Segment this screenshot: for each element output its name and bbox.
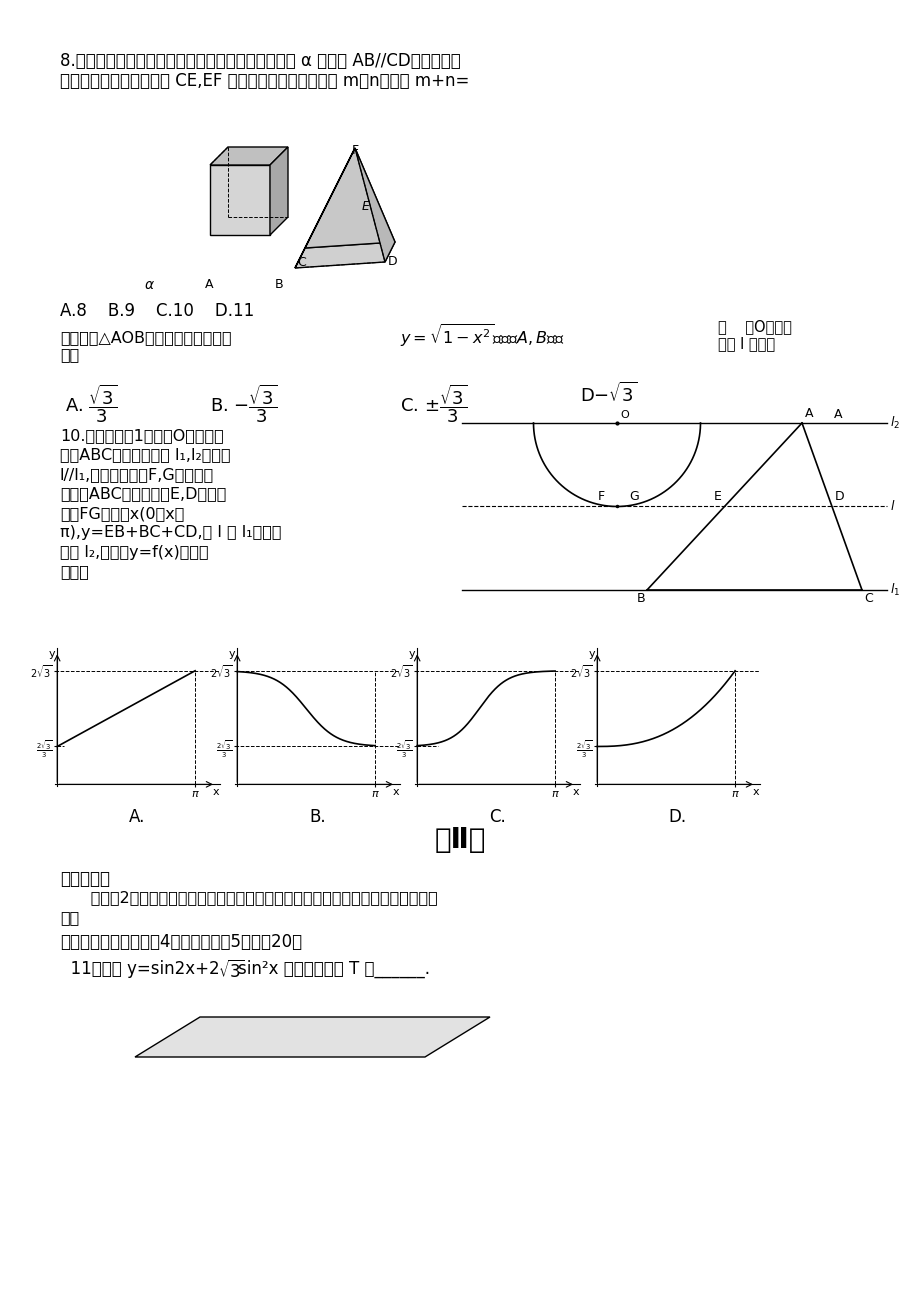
Text: l//l₁,与半圆相交于F,G两点，与: l//l₁,与半圆相交于F,G两点，与	[60, 467, 214, 482]
Text: 11．函数 y=sin2x+2: 11．函数 y=sin2x+2	[60, 960, 220, 978]
Text: B. $-\dfrac{\sqrt{3}}{3}$: B. $-\dfrac{\sqrt{3}}{3}$	[210, 381, 277, 424]
Text: A.: A.	[130, 809, 145, 825]
Text: 第Ⅱ卷: 第Ⅱ卷	[434, 825, 485, 854]
Polygon shape	[269, 147, 288, 234]
Text: 注意事项：: 注意事项：	[60, 870, 110, 888]
Text: 六个面所在的平面与直线 CE,EF 相交的平面个数分别记为 m，n，那么 m+n=: 六个面所在的平面与直线 CE,EF 相交的平面个数分别记为 m，n，那么 m+n…	[60, 72, 469, 90]
Text: π),y=EB+BC+CD,若 l 从 l₁平行移: π),y=EB+BC+CD,若 l 从 l₁平行移	[60, 526, 281, 540]
Text: x: x	[392, 786, 399, 797]
Text: 10.如图半径为1的半圆O与等边三: 10.如图半径为1的半圆O与等边三	[60, 428, 223, 443]
Text: 第卷共2页，须用黑色墨水签字笔在答卡上书写作答。若在试题卷上作答，答案无: 第卷共2页，须用黑色墨水签字笔在答卡上书写作答。若在试题卷上作答，答案无	[60, 891, 437, 905]
Text: 角形ABC夹在两平行线 l₁,l₂之间，: 角形ABC夹在两平行线 l₁,l₂之间，	[60, 448, 231, 462]
Text: B.: B.	[309, 809, 325, 825]
Text: D: D	[388, 255, 397, 268]
Text: 大致是: 大致是	[60, 565, 89, 579]
Text: sin²x 的最小正周期 T 为______.: sin²x 的最小正周期 T 为______.	[238, 960, 429, 978]
Text: E: E	[713, 490, 721, 503]
Text: x: x	[572, 786, 579, 797]
Text: y: y	[408, 648, 414, 659]
Text: A: A	[834, 408, 842, 421]
Text: $l_1$: $l_1$	[889, 582, 899, 598]
Text: x: x	[212, 786, 219, 797]
Text: 动到 l₂,则函数y=f(x)的图像: 动到 l₂,则函数y=f(x)的图像	[60, 546, 209, 560]
Text: G: G	[629, 490, 638, 503]
Text: $l$: $l$	[889, 499, 894, 513]
Text: 直线 l 的斜率: 直线 l 的斜率	[717, 336, 775, 352]
Text: α: α	[145, 279, 154, 292]
Text: $\sqrt{3}$: $\sqrt{3}$	[218, 960, 244, 982]
Text: y: y	[228, 648, 234, 659]
Text: 8.如果，正方体的底面与正四面体的底面在同一平面 α 上，且 AB//CD，正方体的: 8.如果，正方体的底面与正四面体的底面在同一平面 α 上，且 AB//CD，正方…	[60, 52, 460, 70]
Text: A: A	[804, 408, 812, 421]
Text: D$-\sqrt{3}$: D$-\sqrt{3}$	[579, 381, 637, 406]
Text: E: E	[361, 201, 369, 214]
Polygon shape	[305, 148, 394, 247]
Text: y: y	[49, 648, 55, 659]
Polygon shape	[135, 1017, 490, 1057]
Text: C.: C.	[489, 809, 505, 825]
Text: C: C	[863, 592, 872, 605]
Text: O: O	[619, 410, 628, 421]
Text: x: x	[752, 786, 758, 797]
Text: 线    ，O为坐标: 线 ，O为坐标	[717, 319, 791, 335]
Polygon shape	[295, 148, 355, 268]
Text: A.8    B.9    C.10    D.11: A.8 B.9 C.10 D.11	[60, 302, 254, 320]
Text: 二．填空题：本大题共4小题，每小题5分，共20分: 二．填空题：本大题共4小题，每小题5分，共20分	[60, 934, 301, 950]
Text: B: B	[275, 279, 283, 292]
Text: $l_2$: $l_2$	[889, 415, 899, 431]
Text: 设弧FG的长为x(0＜x＜: 设弧FG的长为x(0＜x＜	[60, 506, 184, 521]
Text: 等于: 等于	[60, 348, 79, 362]
Text: B: B	[636, 592, 644, 605]
Text: 效。: 效。	[60, 910, 79, 924]
Text: F: F	[352, 145, 358, 158]
Polygon shape	[295, 242, 394, 268]
Text: y: y	[588, 648, 595, 659]
Text: C: C	[297, 256, 305, 270]
Text: C. $\pm\dfrac{\sqrt{3}}{3}$: C. $\pm\dfrac{\sqrt{3}}{3}$	[400, 381, 467, 424]
Polygon shape	[210, 147, 288, 165]
Text: 三角形ABC两边相交于E,D两点。: 三角形ABC两边相交于E,D两点。	[60, 487, 226, 501]
Text: F: F	[597, 490, 604, 503]
Text: D.: D.	[668, 809, 686, 825]
Text: 原过点当△AOB的面积取最大的情，: 原过点当△AOB的面积取最大的情，	[60, 329, 232, 345]
Text: A. $\dfrac{\sqrt{3}}{3}$: A. $\dfrac{\sqrt{3}}{3}$	[65, 381, 117, 424]
Text: A: A	[205, 279, 213, 292]
Text: $y=\sqrt{1-x^2}$相交于$A,B$两点: $y=\sqrt{1-x^2}$相交于$A,B$两点	[400, 322, 564, 349]
Polygon shape	[355, 148, 394, 262]
Polygon shape	[210, 165, 269, 234]
Text: D: D	[834, 490, 844, 503]
